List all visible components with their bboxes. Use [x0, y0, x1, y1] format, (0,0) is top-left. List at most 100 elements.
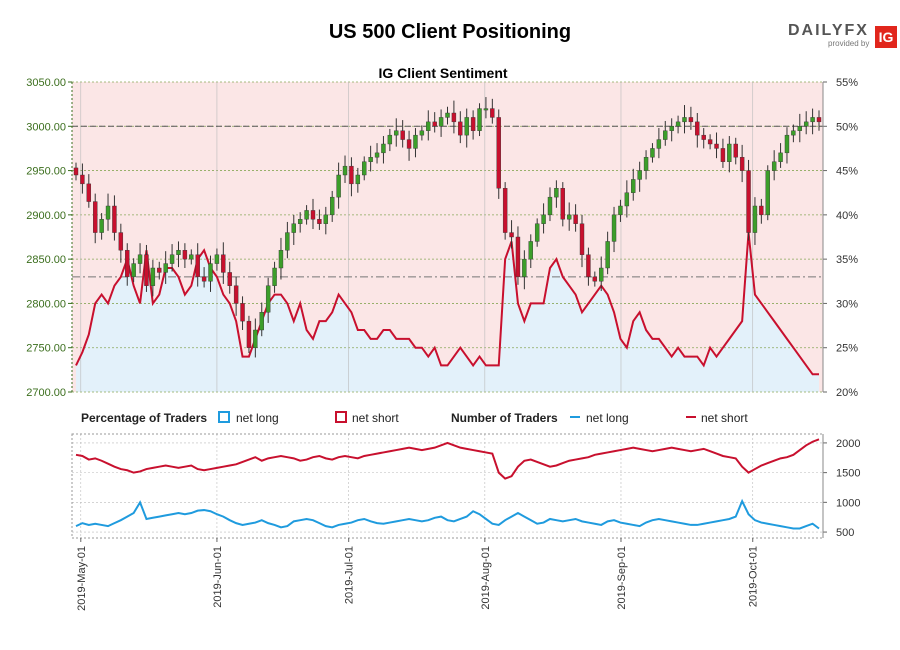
price-tick-label: 2700.00 [26, 387, 66, 399]
legend-net-short-pct: net short [352, 411, 399, 425]
candle-body [803, 121, 809, 127]
candle-body [112, 205, 117, 233]
traders-tick-label: 1500 [836, 468, 860, 480]
candle-body [656, 139, 662, 149]
candle-body [714, 143, 719, 149]
percent-tick-label: 40% [836, 210, 858, 222]
candle-body [381, 143, 386, 154]
percent-tick-label: 50% [836, 121, 858, 133]
candle-body [240, 303, 245, 322]
candle-body [579, 223, 585, 255]
candle-body [246, 320, 252, 348]
candle-body [605, 241, 610, 269]
candle-body [528, 241, 533, 260]
candle-body [733, 143, 738, 158]
candle-body [637, 170, 642, 180]
candle-body [451, 112, 457, 123]
candle-body [387, 134, 393, 145]
candle-body [214, 254, 220, 264]
candle-body [355, 174, 361, 185]
ig-badge: IG [875, 26, 897, 48]
candle-body [144, 254, 149, 286]
date-tick-label: 2019-Oct-01 [748, 546, 760, 607]
candle-body [771, 161, 777, 171]
legend-net-long-num: net long [586, 411, 629, 425]
candle-body [163, 263, 168, 273]
chart-title: US 500 Client Positioning [328, 21, 572, 43]
price-tick-label: 3000.00 [26, 121, 66, 133]
traders-panel-border [71, 433, 824, 539]
candle-body [73, 167, 79, 176]
candle-body [810, 117, 815, 123]
candle-body [227, 272, 232, 286]
date-tick-label: 2019-Sep-01 [616, 546, 628, 610]
date-tick-label: 2019-Aug-01 [480, 546, 492, 610]
candle-body [746, 170, 751, 233]
candle-body [682, 117, 687, 123]
candle-body [426, 121, 431, 131]
candle-body [496, 117, 501, 189]
price-tick-label: 2900.00 [26, 210, 66, 222]
candle-body [93, 201, 98, 233]
candle-body [208, 263, 213, 282]
date-tick-label: 2019-Jul-01 [344, 546, 356, 604]
candle-body [470, 117, 476, 131]
candle-body [291, 223, 296, 233]
candle-body [362, 161, 367, 176]
candle-body [400, 130, 405, 140]
candle-body [759, 205, 764, 216]
traders-gridlines [71, 433, 824, 539]
percent-tick-label: 35% [836, 254, 858, 266]
candle-body [253, 329, 258, 348]
percent-tick-label: 20% [836, 387, 858, 399]
candle-body [118, 232, 124, 251]
candle-body [611, 214, 617, 242]
candle-body [566, 214, 572, 220]
candle-body [342, 165, 348, 176]
percent-axis: 55% 50% 45% 40% 35% 30% 25% 20% [822, 77, 858, 399]
legend-num-label: Number of Traders [451, 411, 558, 425]
candle-body [349, 165, 354, 185]
candle-body [80, 174, 85, 185]
price-tick-label: 2800.00 [26, 298, 66, 310]
candle-body [432, 121, 437, 127]
candle-body [791, 130, 796, 136]
candle-body [438, 117, 444, 127]
candle-body [259, 312, 264, 331]
candle-body [189, 254, 194, 260]
percent-tick-label: 55% [836, 77, 858, 89]
candle-body [445, 112, 450, 118]
candle-body [374, 152, 380, 158]
candle-body [490, 108, 495, 118]
candle-body [816, 117, 822, 123]
candle-body [285, 232, 290, 251]
legend-net-short-num: net short [701, 411, 748, 425]
price-tick-label: 2850.00 [26, 254, 66, 266]
date-axis: 2019-May-01 2019-Jun-01 2019-Jul-01 2019-Au… [76, 538, 760, 611]
candle-body [477, 108, 482, 131]
legend-net-long-swatch [218, 411, 230, 423]
candle-body [650, 148, 655, 158]
candle-body [419, 130, 425, 136]
candle-body [688, 117, 694, 123]
candle-body [739, 157, 745, 171]
candle-body [336, 174, 341, 198]
candle-body [778, 152, 783, 162]
candle-body [586, 254, 591, 278]
candle-body [534, 223, 540, 242]
logo-subtext: provided by [828, 39, 870, 48]
candle-body [515, 236, 521, 278]
candle-body [663, 130, 668, 140]
candle-body [707, 139, 713, 145]
traders-tick-label: 500 [836, 527, 854, 539]
date-tick-label: 2019-May-01 [76, 546, 88, 611]
candle-body [547, 196, 553, 216]
net-long-area [76, 232, 819, 392]
candle-body [317, 219, 322, 224]
candle-body [720, 148, 726, 162]
candle-body [176, 250, 181, 255]
candle-body [265, 285, 271, 313]
candle-body [509, 232, 514, 238]
candle-body [406, 139, 412, 149]
candle-body [368, 157, 373, 162]
